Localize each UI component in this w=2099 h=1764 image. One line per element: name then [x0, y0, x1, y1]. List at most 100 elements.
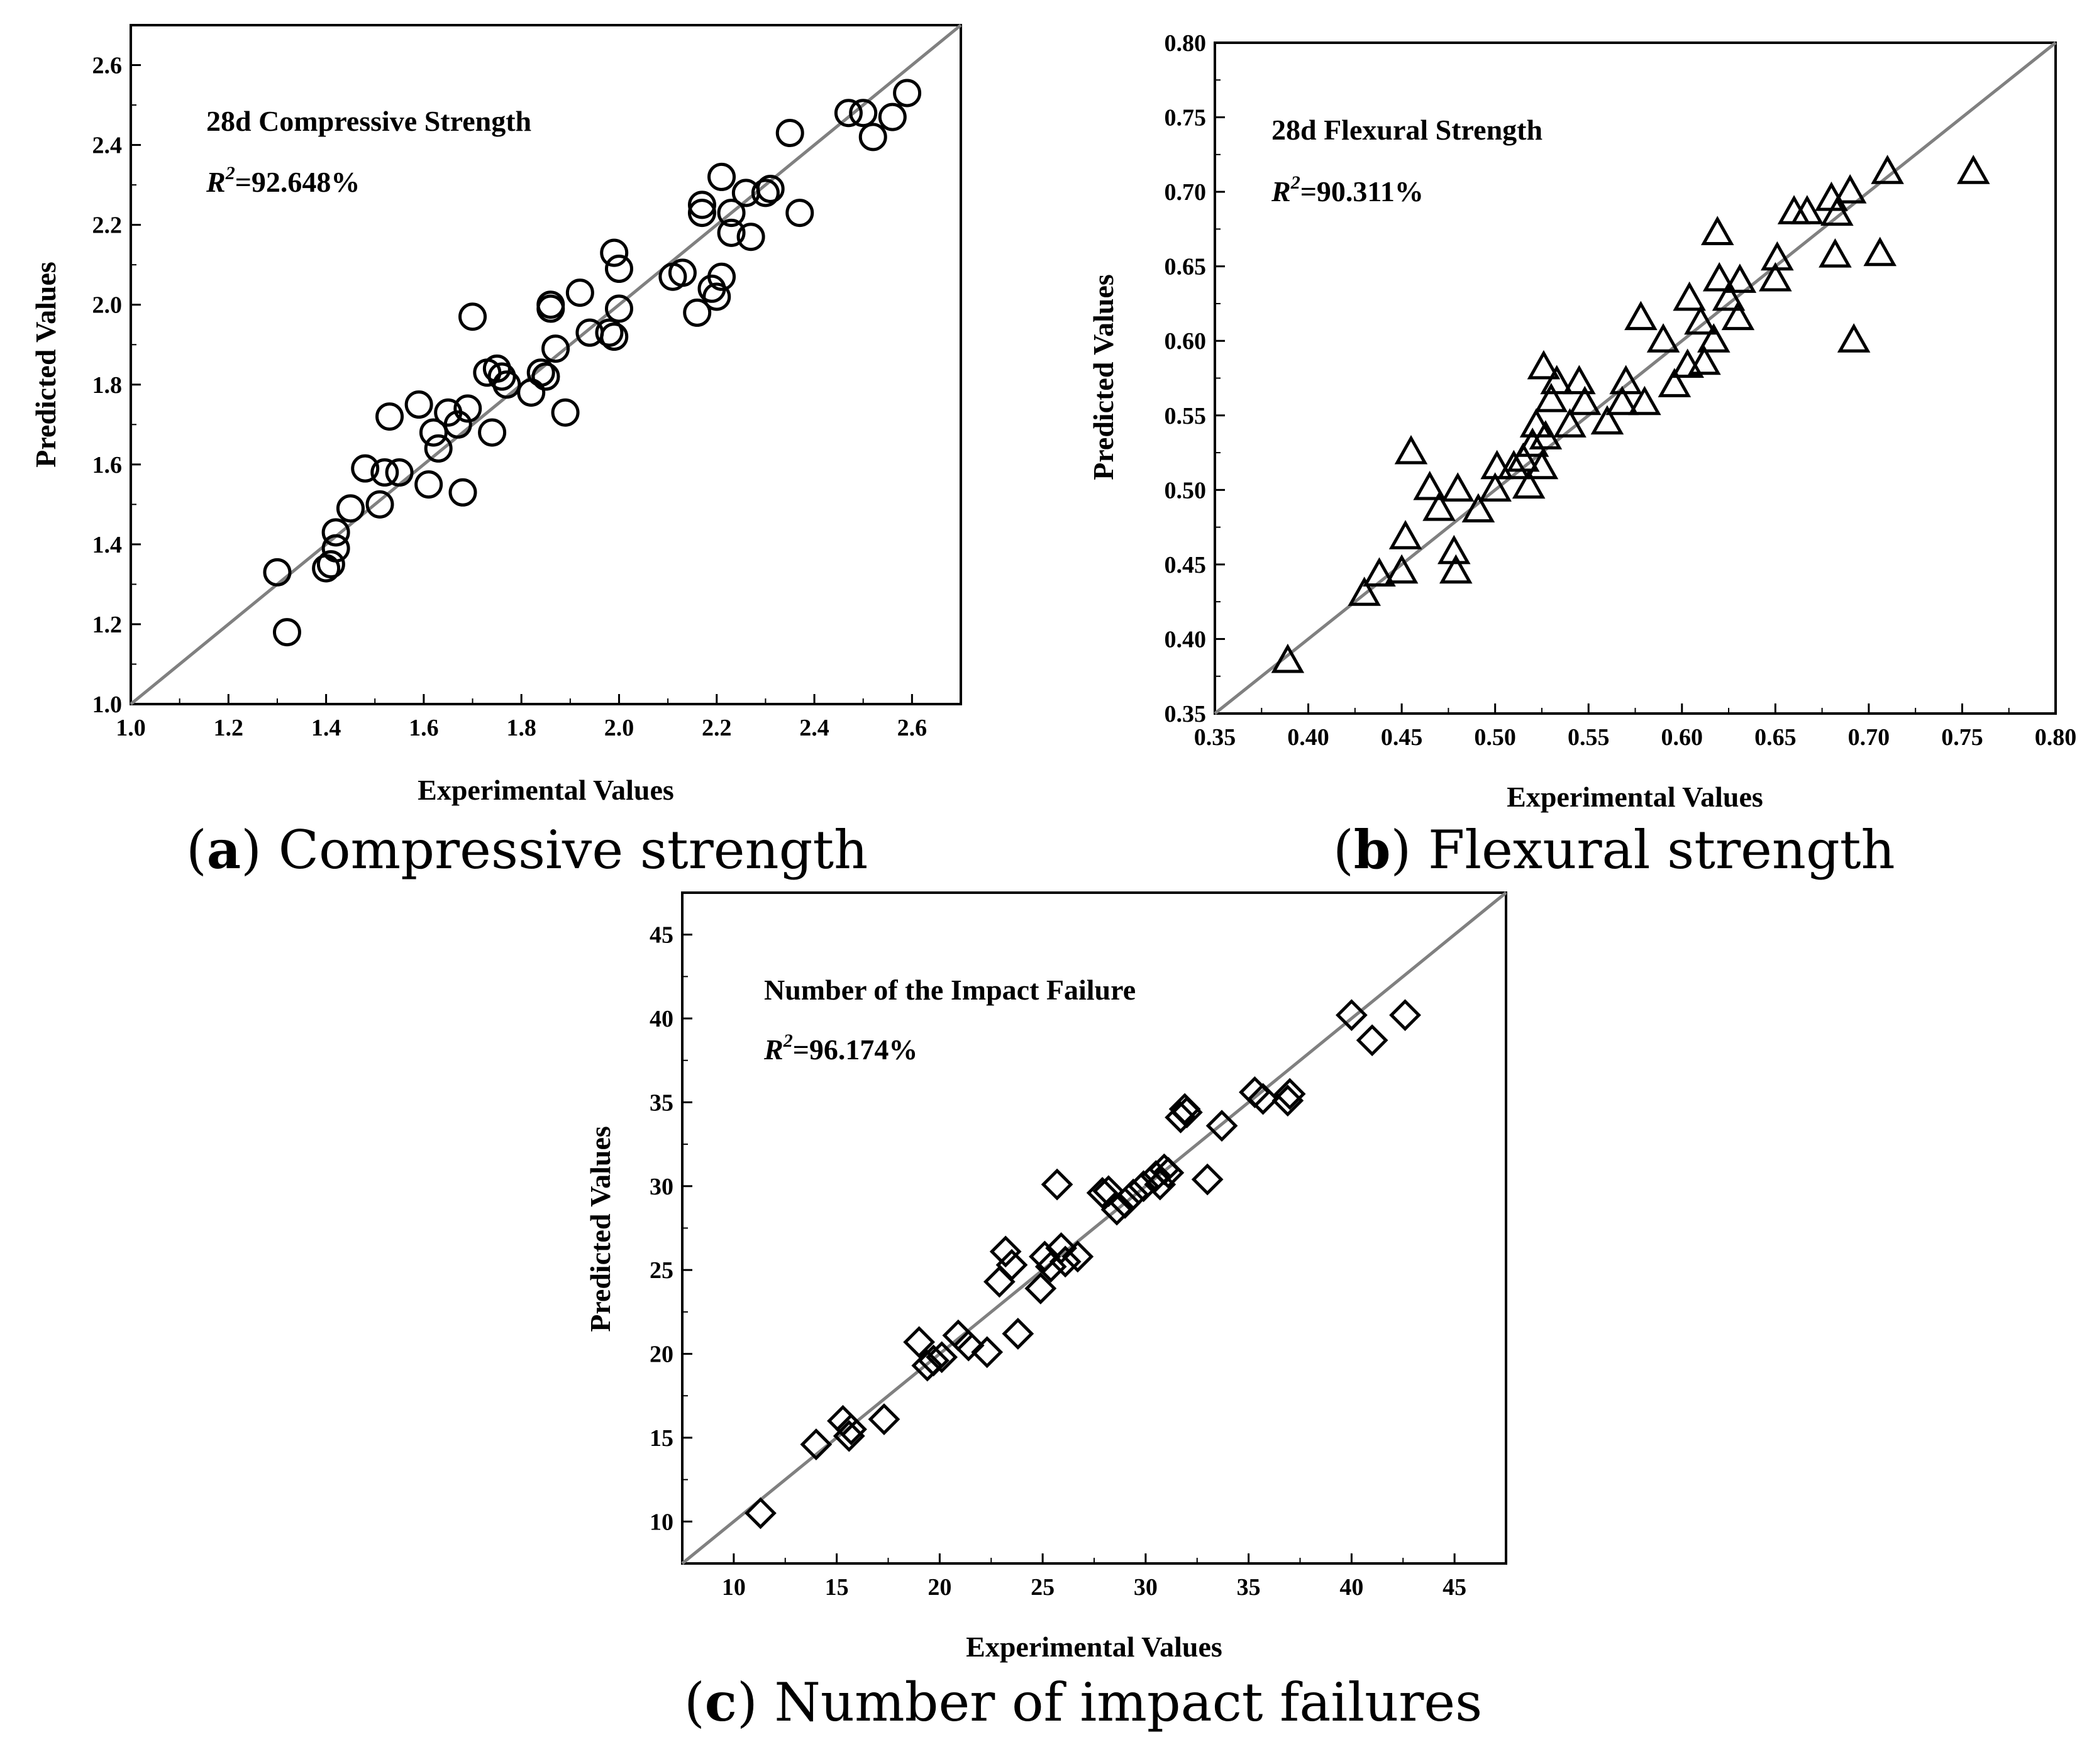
scatter-point: [316, 550, 345, 579]
scatter-point: [531, 362, 560, 391]
scatter-point: [756, 174, 785, 203]
axis-ticks: 0.35 0.40 0.45 0.50 0.55 0.60 0.65 0.70 0.75 0.80…: [1165, 30, 2077, 751]
scatter-point: [835, 1413, 867, 1445]
scatter-point: [1819, 238, 1852, 268]
scatter-point: [1721, 300, 1755, 331]
scatter-point: [926, 1341, 958, 1374]
scatter-point: [1700, 216, 1734, 246]
x-tick-label: 0.75: [1941, 724, 1983, 751]
scatter-point: [1646, 323, 1680, 353]
scatter-point: [1527, 350, 1561, 380]
panel-flexural-strength: 0.35 0.40 0.45 0.50 0.55 0.60 0.65 0.70 0.75 0.80…: [1087, 30, 2076, 813]
scatter-point: [1117, 1178, 1149, 1211]
scatter-point: [1563, 365, 1596, 395]
scatter-point: [272, 618, 301, 647]
y-tick-label: 1.4: [92, 532, 123, 558]
scatter-point: [1385, 554, 1419, 584]
x-tick-label: 40: [1339, 1574, 1363, 1601]
scatter-point: [1335, 999, 1368, 1032]
scatter-point: [1590, 405, 1624, 435]
caption-c: (c) Number of impact failures: [684, 1671, 1483, 1733]
x-tick-label: 25: [1031, 1574, 1055, 1601]
scatter-point: [321, 534, 350, 563]
caption-letter: b: [1353, 819, 1391, 881]
scatter-point: [1658, 368, 1692, 397]
scatter-point: [1061, 1240, 1094, 1273]
panel-compressive-strength: 1.0 1.2 1.4 1.6 1.8 2.0 2.2 2.4 2.6 1.0 1.2 1.4 1.6 1…: [30, 24, 962, 806]
scatter-point: [1833, 174, 1867, 204]
scatter-point: [952, 1329, 985, 1362]
y-tick-label: 30: [650, 1174, 673, 1200]
scatter-point: [370, 458, 399, 487]
scatter-point: [1553, 408, 1587, 438]
y-axis-label: Predicted Values: [30, 262, 62, 468]
y-axis-label: Predicted Values: [584, 1126, 616, 1332]
scatter-point: [1273, 1078, 1306, 1110]
x-tick-label: 0.50: [1474, 724, 1516, 751]
r2-annotation: R2=90.311%: [1271, 172, 1424, 207]
x-tick-label: 0.60: [1661, 724, 1703, 751]
scatter-point: [1422, 492, 1456, 521]
r2-value: =90.311%: [1300, 175, 1424, 207]
scatter-point: [1790, 195, 1824, 224]
scatter-point: [595, 318, 624, 347]
scatter-point: [1002, 1318, 1034, 1350]
x-tick-label: 0.65: [1754, 724, 1797, 751]
x-tick-label: 1.0: [116, 715, 146, 741]
scatter-point: [1100, 1193, 1133, 1226]
scatter-point: [1529, 420, 1563, 449]
scatter-point: [687, 199, 716, 228]
caption-text: Compressive strength: [278, 819, 868, 881]
caption-text: Flexural strength: [1428, 819, 1895, 881]
scatter-point: [536, 290, 565, 319]
y-tick-label: 35: [650, 1089, 673, 1116]
axis-ticks: 10 15 20 25 30 35 40 45 10 15 20 25 30 35 40 45: [650, 922, 1466, 1601]
y-axis-label: Predicted Values: [1087, 274, 1119, 480]
x-tick-label: 1.6: [409, 715, 439, 741]
y-tick-label: 1.0: [92, 692, 123, 718]
scatter-point: [687, 190, 716, 219]
caption-a: (a) Compressive strength: [186, 819, 868, 881]
r2-symbol: R: [1271, 175, 1291, 207]
reference-line: [681, 891, 1507, 1565]
x-tick-label: 2.0: [604, 715, 634, 741]
y-tick-label: 0.60: [1165, 328, 1207, 355]
scatter-point: [375, 402, 404, 431]
plot-frame: [130, 24, 962, 705]
scatter-point: [1170, 1096, 1203, 1128]
scatter-point: [1605, 385, 1639, 416]
scatter-point: [1388, 520, 1422, 549]
caption-letter: a: [206, 819, 241, 881]
scatter-point: [702, 282, 731, 311]
data-points: [1271, 155, 1990, 673]
scatter-point: [448, 478, 477, 507]
axis-ticks: 1.0 1.2 1.4 1.6 1.8 2.0 2.2 2.4 2.6 1.0 1.2 1.4 1.6 1…: [92, 53, 928, 741]
x-tick-label: 0.55: [1568, 724, 1610, 751]
scatter-point: [1688, 345, 1721, 375]
x-axis-label: Experimental Values: [966, 1631, 1222, 1663]
reference-line: [1214, 41, 2057, 715]
scatter-point: [903, 1326, 936, 1359]
scatter-point: [1045, 1232, 1077, 1264]
y-tick-label: 0.55: [1165, 403, 1207, 429]
plot-title: 28d Compressive Strength: [206, 105, 531, 137]
scatter-point: [404, 390, 433, 419]
scatter-point: [1348, 576, 1381, 606]
scatter-point: [458, 302, 487, 331]
scatter-point: [1356, 1024, 1388, 1057]
scatter-point: [1512, 469, 1546, 499]
scatter-point: [604, 255, 633, 284]
y-tick-label: 0.50: [1165, 477, 1207, 504]
scatter-point: [1191, 1163, 1224, 1196]
scatter-point: [1109, 1187, 1141, 1219]
scatter-point: [1515, 427, 1549, 457]
scatter-point: [424, 434, 453, 463]
scatter-point: [565, 278, 594, 307]
y-tick-label: 10: [650, 1509, 673, 1535]
y-tick-label: 1.6: [92, 452, 123, 478]
scatter-point: [775, 119, 804, 148]
x-tick-label: 35: [1237, 1574, 1261, 1601]
scatter-point: [917, 1344, 950, 1377]
x-tick-label: 1.2: [214, 715, 244, 741]
